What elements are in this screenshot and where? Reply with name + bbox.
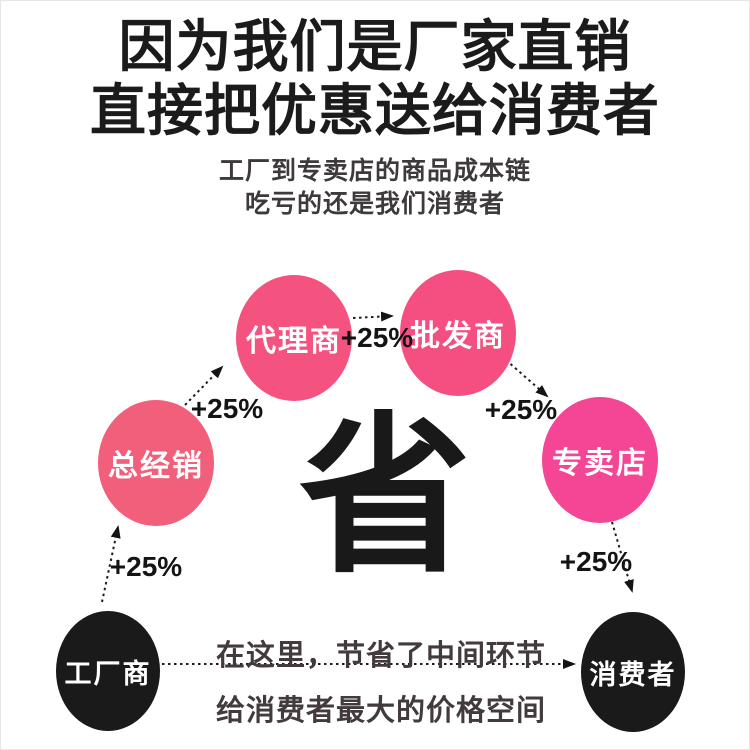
node-agent-label: 代理商 [246,325,342,358]
title-line-1: 因为我们是厂家直销 [118,15,632,78]
save-character: 省 [299,401,471,593]
subtitle-line-2: 吃亏的还是我们消费者 [244,189,505,218]
node-factory-label: 工厂商 [64,658,152,689]
node-consumer: 消费者 [581,612,685,732]
footer-line-2: 给消费者最大的价格空间 [215,695,546,727]
page-title: 因为我们是厂家直销 直接把优惠送给消费者 [1,15,749,143]
page-subtitle: 工厂到专卖店的商品成本链 吃亏的还是我们消费者 [1,155,749,221]
arrow-factory-to-distributor [101,525,121,603]
arrow-wholesaler-to-store [505,359,549,398]
increment-label-wholesaler-store: +25% [484,394,558,425]
node-wholesaler-label: 批发商 [410,320,506,353]
increment-label-factory-distributor: +25% [109,551,183,582]
node-consumer-label: 消费者 [589,659,677,690]
subtitle-line-1: 工厂到专卖店的商品成本链 [218,156,531,185]
node-specialty-store-label: 专卖店 [552,447,648,480]
footer-slogan: 在这里，节省了中间环节 给消费者最大的价格空间 [131,632,631,729]
increment-label-agent-wholesaler: +25% [340,322,414,353]
arrow-distributor-to-agent [184,365,224,406]
footer-line-1: 在这里，节省了中间环节 [215,640,546,672]
node-general-distributor-label: 总经销 [108,450,204,483]
increment-label-distributor-agent: +25% [190,393,264,424]
node-wholesaler: 批发商 [400,270,516,396]
increment-label-store-consumer: +25% [559,546,633,577]
node-factory: 工厂商 [56,611,160,731]
arrow-agent-to-wholesaler [352,311,394,322]
node-general-distributor: 总经销 [98,400,214,526]
title-line-2: 直接把优惠送给消费者 [90,78,660,142]
node-specialty-store: 专卖店 [542,397,658,523]
node-agent: 代理商 [236,275,352,401]
